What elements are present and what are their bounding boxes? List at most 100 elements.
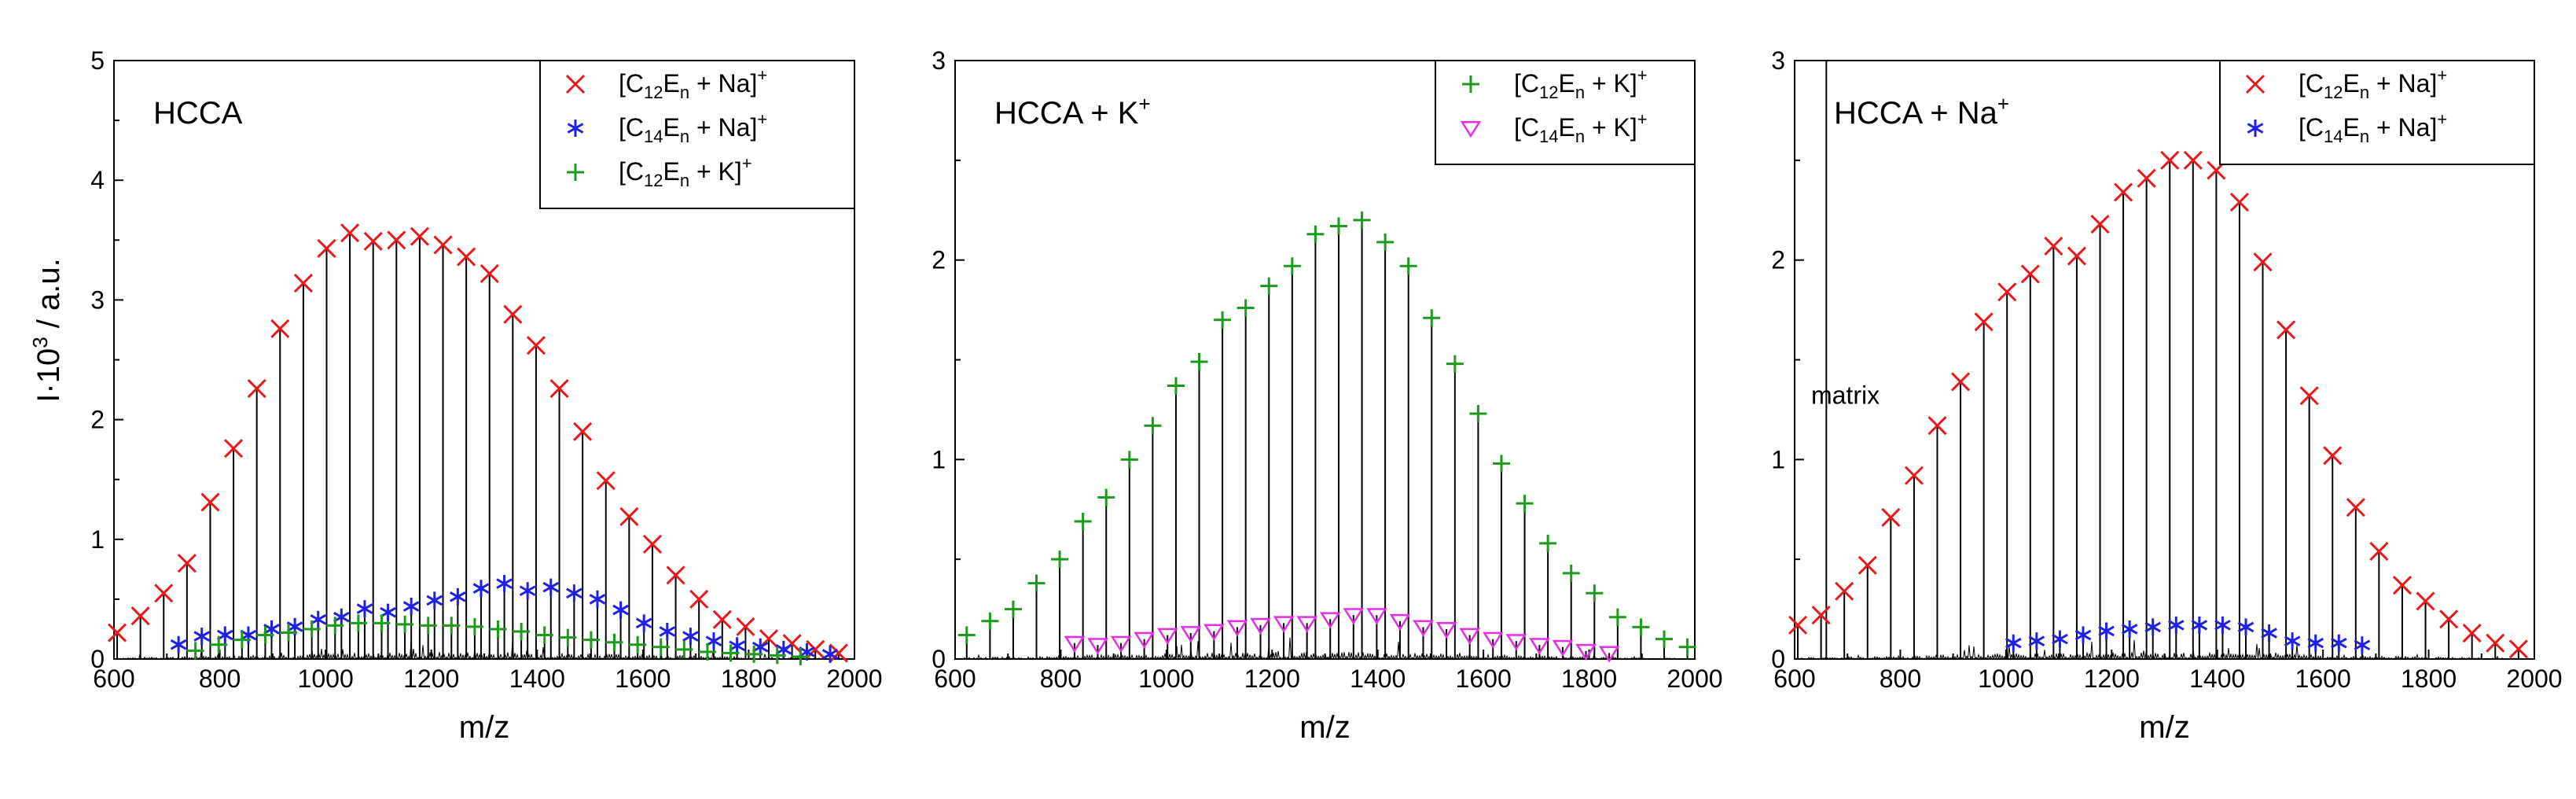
series-1 [957, 211, 1696, 656]
series-3 [186, 614, 810, 665]
data-point [806, 639, 825, 659]
series-2 [1064, 608, 1620, 663]
data-point [1134, 631, 1155, 649]
data-point [981, 612, 999, 630]
data-point [396, 615, 414, 633]
data-point [433, 235, 453, 255]
x-tick-label: 600 [1773, 665, 1815, 693]
data-point [363, 231, 383, 251]
data-point [1027, 574, 1045, 592]
data-point [619, 506, 639, 526]
data-point [582, 631, 600, 649]
data-point [1389, 613, 1411, 631]
data-point [2253, 252, 2273, 272]
legend-marker [2245, 74, 2265, 94]
data-point [2020, 264, 2040, 284]
data-point [1632, 618, 1650, 636]
y-tick-label: 0 [90, 645, 105, 673]
data-point [1087, 638, 1108, 655]
data-point [270, 318, 290, 338]
y-tick-label: 2 [1771, 246, 1785, 274]
data-point [1214, 311, 1232, 329]
data-point [349, 614, 367, 632]
data-point [2284, 632, 2301, 650]
data-point [380, 603, 396, 621]
data-point [2052, 630, 2068, 648]
legend-box [539, 60, 855, 209]
data-point [1399, 257, 1417, 275]
data-point [659, 622, 676, 640]
panels: 600 800 1000 1200 1400 1600 1800 2000m/z012345H… [90, 46, 2562, 745]
data-point [107, 623, 127, 643]
data-point [1608, 608, 1626, 626]
data-point [1562, 564, 1580, 582]
data-point [1516, 495, 1534, 513]
data-point [1529, 638, 1550, 655]
y-tick-label: 0 [1771, 645, 1785, 673]
data-point [689, 589, 709, 609]
data-point [629, 635, 647, 654]
data-point [1598, 646, 1620, 663]
data-point [2090, 214, 2110, 234]
legend-marker [2247, 120, 2264, 137]
data-point [2005, 634, 2022, 652]
data-point [1904, 466, 1924, 485]
data-point [751, 638, 769, 656]
legend-box [2219, 60, 2535, 165]
data-point [1435, 622, 1457, 639]
data-point [443, 617, 461, 635]
data-point [2277, 320, 2296, 340]
legend-entry: [C14En + K]+ [1514, 109, 1648, 146]
data-point [2369, 541, 2389, 562]
data-point [2137, 168, 2156, 188]
data-point [666, 565, 685, 585]
data-point [1097, 488, 1115, 506]
data-point [1505, 634, 1527, 651]
data-point [1469, 404, 1487, 422]
x-tick-label: 800 [199, 665, 241, 693]
data-point [1144, 417, 1162, 435]
x-tick-label: 1000 [298, 665, 354, 693]
data-point [519, 582, 536, 600]
x-tick-label: 1600 [1456, 665, 1512, 693]
data-point [2439, 609, 2459, 629]
data-point [1343, 608, 1365, 625]
data-point [2346, 498, 2365, 517]
data-point [200, 492, 220, 512]
data-point [573, 422, 593, 441]
y-tick-label: 4 [90, 166, 105, 194]
data-point [2462, 623, 2482, 643]
data-point [2067, 246, 2086, 266]
y-axis-label: I·103 / a.u. [28, 258, 66, 402]
data-point [1203, 624, 1225, 641]
data-point [1110, 635, 1132, 653]
data-point [2330, 634, 2347, 652]
data-point [2214, 616, 2231, 634]
chart-panel-2: 600 800 1000 1200 1400 1600 1800 2000 m/z 0 1 2 3 HCC… [932, 46, 1722, 745]
data-point [736, 617, 755, 636]
data-point [1446, 355, 1464, 373]
data-point [1423, 309, 1441, 327]
data-point [2416, 591, 2435, 611]
data-point [1927, 416, 1947, 436]
data-point [526, 336, 546, 355]
data-point [310, 610, 327, 628]
annotation-text: matrix [1811, 381, 1880, 409]
legend-entry: [C14En + Na]+ [619, 109, 767, 146]
data-point [154, 584, 174, 603]
data-point [177, 554, 197, 573]
data-point [2183, 150, 2203, 170]
data-point [1413, 620, 1434, 637]
data-point [792, 647, 810, 665]
data-point [1539, 534, 1557, 552]
data-point [402, 598, 420, 616]
x-axis-label: m/z [1299, 710, 1350, 745]
data-point [317, 238, 336, 259]
data-point [472, 580, 490, 598]
data-point [2354, 636, 2371, 654]
data-point [642, 534, 663, 554]
data-point [1190, 353, 1208, 371]
data-point [2144, 618, 2162, 636]
data-point [333, 608, 350, 626]
x-axis-label: m/z [2139, 710, 2189, 745]
